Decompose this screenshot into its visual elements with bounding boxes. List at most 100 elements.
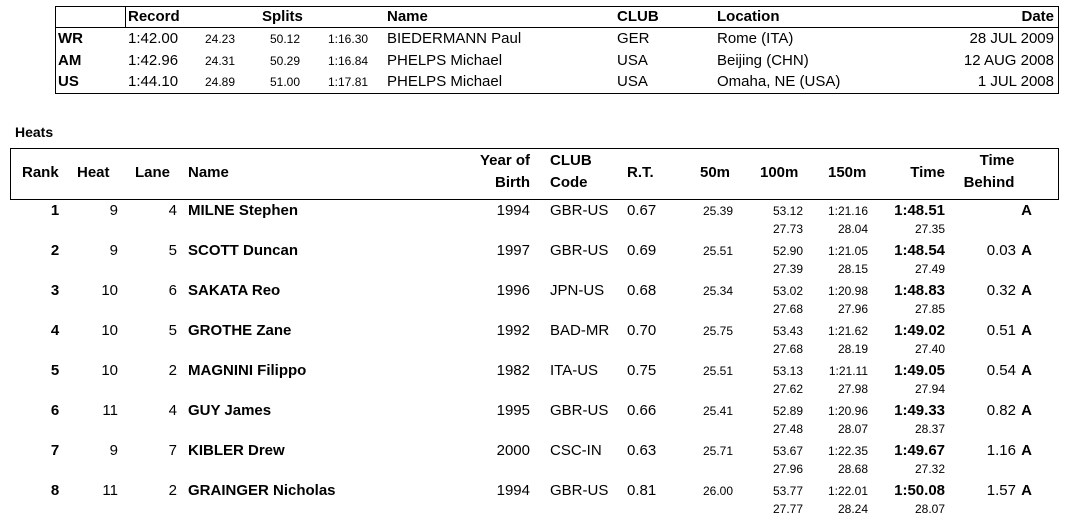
- athlete-name: GUY James: [188, 402, 272, 419]
- heats-header-box: [10, 148, 1059, 200]
- record-split: 24.23: [205, 32, 236, 46]
- lap-split: 27.68: [772, 342, 803, 356]
- split-100: 52.89: [772, 404, 803, 418]
- heat: 10: [101, 362, 118, 379]
- time-behind: 0.54: [986, 362, 1016, 379]
- heat: 10: [101, 282, 118, 299]
- records-header-rule: [55, 27, 1058, 28]
- rank: 6: [50, 402, 60, 419]
- lap-split: 27.68: [772, 302, 803, 316]
- lap-split: 27.32: [914, 462, 945, 476]
- record-club: GER: [617, 30, 650, 47]
- record-date: 1 JUL 2008: [977, 73, 1054, 90]
- year-of-birth: 1996: [496, 282, 530, 299]
- record-name: PHELPS Michael: [387, 51, 503, 69]
- lap-split: 28.15: [837, 262, 868, 276]
- club-code: ITA-US: [550, 362, 599, 379]
- reaction-time: 0.75: [627, 362, 657, 379]
- final-time: 1:48.51: [894, 202, 945, 219]
- final-time: 1:50.08: [894, 482, 945, 499]
- record-header: Name: [387, 8, 428, 25]
- record-name: BIEDERMANN Paul: [387, 30, 522, 47]
- club-code: GBR-US: [550, 482, 609, 499]
- qualification: A: [1021, 482, 1032, 499]
- athlete-name: GRAINGER Nicholas: [188, 482, 336, 499]
- qualification: A: [1021, 282, 1032, 299]
- qualification: A: [1021, 322, 1032, 339]
- record-split: 50.12: [270, 32, 301, 46]
- split-50: 25.51: [702, 244, 733, 258]
- record-header: Location: [717, 8, 780, 25]
- section-title: Heats: [15, 124, 54, 140]
- col-header: Name: [188, 164, 229, 181]
- lap-split: 28.07: [837, 422, 868, 436]
- split-100: 53.43: [772, 324, 803, 338]
- lane: 6: [168, 282, 177, 299]
- final-time: 1:49.33: [894, 402, 945, 419]
- lane: 4: [168, 202, 177, 219]
- split-50: 25.71: [702, 444, 733, 458]
- club-code: JPN-US: [550, 282, 605, 299]
- split-100: 53.67: [772, 444, 803, 458]
- lane: 7: [168, 442, 177, 459]
- rank: 3: [50, 282, 60, 299]
- athlete-name: GROTHE Zane: [188, 322, 292, 339]
- year-of-birth: 1992: [496, 322, 530, 339]
- split-50: 25.75: [702, 324, 733, 338]
- record-location: Omaha, NE (USA): [717, 73, 841, 90]
- reaction-time: 0.67: [627, 202, 657, 219]
- records-box: [55, 6, 1059, 94]
- club-code: GBR-US: [550, 202, 609, 219]
- record-club: USA: [617, 51, 648, 69]
- lap-split: 27.48: [772, 422, 803, 436]
- record-code: AM: [58, 51, 82, 69]
- athlete-name: MILNE Stephen: [188, 202, 299, 219]
- final-time: 1:48.83: [894, 282, 945, 299]
- col-header: Time: [910, 164, 945, 181]
- record-split: 1:17.81: [328, 75, 369, 89]
- split-100: 52.90: [772, 244, 803, 258]
- split-100: 53.77: [772, 484, 803, 498]
- final-time: 1:49.02: [894, 322, 945, 339]
- split-150: 1:22.01: [827, 484, 868, 498]
- col-header: Birth: [495, 174, 530, 191]
- reaction-time: 0.63: [627, 442, 657, 459]
- qualification: A: [1021, 442, 1032, 459]
- col-header: Behind: [963, 174, 1015, 191]
- record-code: WR: [58, 30, 83, 47]
- lap-split: 27.62: [772, 382, 803, 396]
- col-header: Year of: [479, 152, 530, 169]
- heat: 9: [109, 202, 118, 219]
- split-50: 25.39: [702, 204, 733, 218]
- lap-split: 27.39: [772, 262, 803, 276]
- time-behind: 0.03: [986, 242, 1016, 259]
- rank: 8: [50, 482, 60, 499]
- col-header: 100m: [760, 164, 799, 181]
- lane: 4: [168, 402, 177, 419]
- col-header: Lane: [135, 164, 171, 181]
- reaction-time: 0.70: [627, 322, 657, 339]
- record-split: 1:16.84: [328, 53, 369, 68]
- lane: 2: [168, 482, 177, 499]
- club-code: GBR-US: [550, 402, 609, 419]
- lap-split: 27.98: [837, 382, 868, 396]
- athlete-name: MAGNINI Filippo: [188, 362, 307, 379]
- qualification: A: [1021, 362, 1032, 379]
- lap-split: 27.49: [914, 262, 945, 276]
- split-50: 25.51: [702, 364, 733, 378]
- lap-split: 28.19: [837, 342, 868, 356]
- record-date: 12 AUG 2008: [963, 51, 1054, 69]
- athlete-name: KIBLER Drew: [188, 442, 285, 459]
- lap-split: 28.37: [914, 422, 945, 436]
- time-behind: 1.16: [986, 442, 1016, 459]
- record-header: Date: [1021, 8, 1054, 25]
- records-col-rule: [125, 6, 126, 27]
- col-header: 50m: [700, 164, 731, 181]
- split-50: 26.00: [702, 484, 733, 498]
- time-behind: 0.51: [986, 322, 1016, 339]
- lap-split: 27.73: [772, 222, 803, 236]
- record-split: 24.31: [205, 53, 236, 68]
- heat: 9: [109, 442, 118, 459]
- record-header: Record: [128, 8, 180, 25]
